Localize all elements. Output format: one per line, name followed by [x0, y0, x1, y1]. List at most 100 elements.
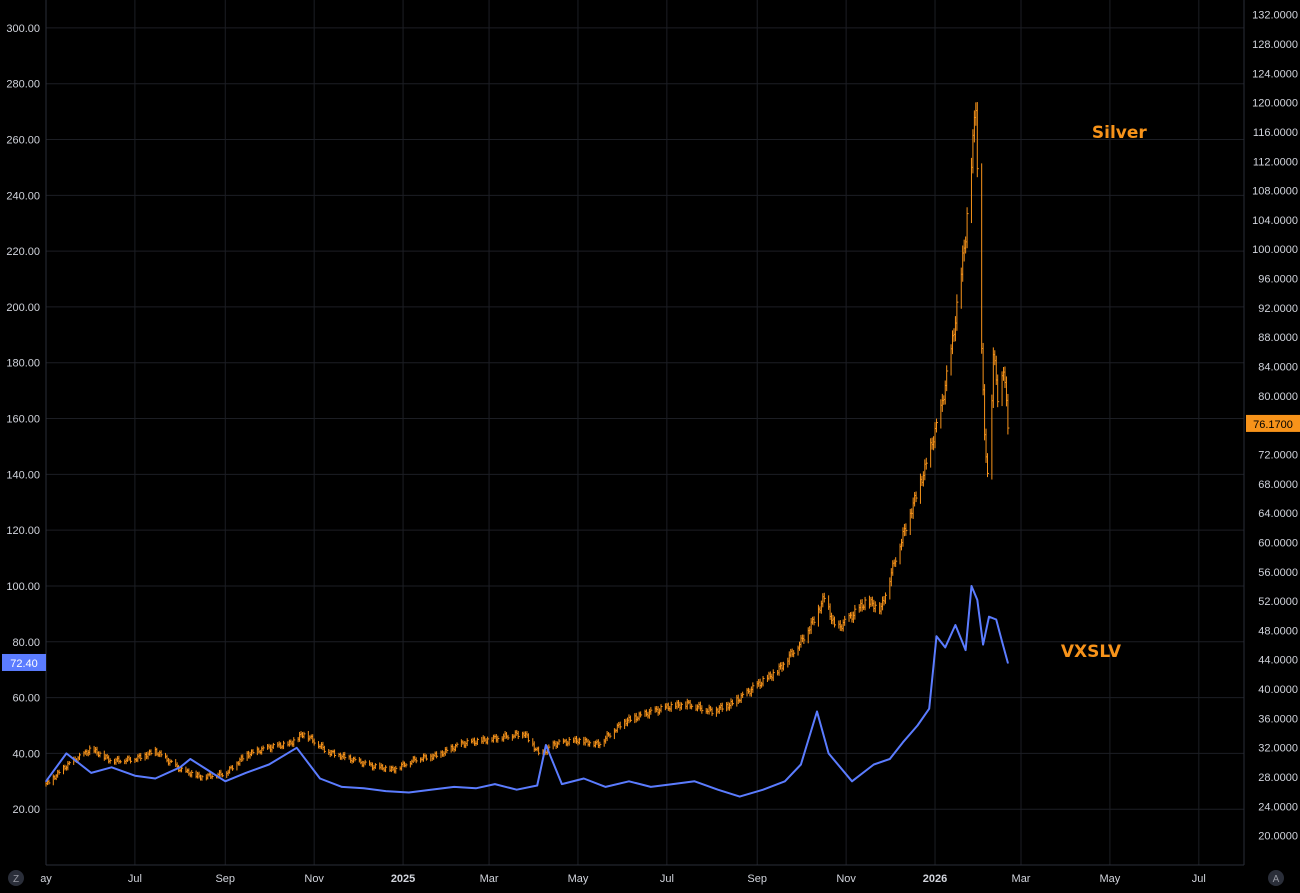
right-tick-label: 124.0000	[1252, 68, 1298, 80]
right-tick-label: 60.0000	[1258, 537, 1298, 549]
right-tick-label: 96.0000	[1258, 274, 1298, 286]
vxslv-annotation: VXSLV	[1061, 642, 1122, 662]
time-tick-label: Mar	[480, 873, 499, 885]
vxslv-point	[90, 772, 92, 774]
silver-series[interactable]	[45, 102, 1010, 787]
right-tick-label: 36.0000	[1258, 713, 1298, 725]
right-tick-label: 116.0000	[1253, 127, 1298, 139]
right-tick-label: 88.0000	[1258, 332, 1298, 344]
left-tick-label: 120.00	[6, 525, 40, 537]
vxslv-point	[341, 786, 343, 788]
vxslv-point	[179, 766, 181, 769]
left-axis-ticks[interactable]: 300.00 280.00 260.00 240.00 220.00 200.00 180.…	[6, 23, 40, 816]
vxslv-point	[738, 795, 741, 798]
right-tick-label: 112.0000	[1253, 156, 1298, 168]
right-tick-label: 24.0000	[1258, 801, 1298, 813]
vxslv-point	[206, 769, 209, 771]
right-tick-label: 120.0000	[1252, 98, 1298, 110]
vxslv-point	[954, 624, 957, 626]
time-tick-label: May	[1100, 873, 1121, 885]
right-tick-label: 72.0000	[1258, 449, 1298, 461]
right-tick-label: 92.0000	[1258, 303, 1298, 315]
right-tick-label: 52.0000	[1258, 596, 1298, 608]
vxslv-point	[319, 777, 321, 780]
vxslv-point	[944, 646, 947, 649]
vxslv-point	[582, 777, 585, 780]
left-tick-label: 20.00	[12, 804, 40, 816]
time-tick-label: Nov	[836, 873, 856, 885]
vxslv-point	[995, 618, 998, 621]
vxslv-point	[1001, 640, 1003, 643]
vxslv-point	[964, 649, 967, 651]
vxslv-point	[515, 788, 518, 791]
vxslv-point	[1007, 662, 1009, 664]
vxslv-point	[561, 783, 563, 785]
right-tick-label: 28.0000	[1258, 772, 1298, 784]
left-tick-label: 200.00	[6, 302, 40, 314]
left-tick-label: 160.00	[6, 414, 40, 426]
vxslv-point	[717, 788, 719, 791]
vxslv-point	[827, 752, 830, 755]
right-tick-label: 44.0000	[1258, 655, 1298, 667]
right-tick-label: 56.0000	[1258, 567, 1298, 579]
left-tick-label: 60.00	[12, 693, 40, 705]
vxslv-point	[154, 777, 157, 780]
auto-scale-right-label: A	[1273, 874, 1280, 885]
right-tick-label: 104.0000	[1252, 215, 1298, 227]
vxslv-point	[224, 780, 227, 783]
right-tick-label: 100.0000	[1252, 244, 1298, 256]
right-tick-label: 84.0000	[1258, 362, 1298, 374]
vxslv-point	[408, 791, 410, 794]
vxslv-point	[800, 763, 802, 766]
vxslv-point	[873, 763, 875, 766]
vxslv-point	[988, 615, 990, 618]
vxslv-point	[816, 710, 818, 713]
time-tick-label: Jul	[660, 873, 674, 885]
vxslv-point	[762, 788, 764, 791]
right-tick-label: 20.0000	[1258, 831, 1298, 843]
vxslv-point	[671, 783, 674, 785]
vxslv-point	[110, 766, 113, 769]
price-tags: 72.40 76.1700	[2, 414, 1300, 671]
vxslv-point	[429, 788, 432, 791]
left-tick-label: 40.00	[12, 748, 40, 760]
vxslv-point	[916, 724, 919, 727]
time-tick-label: 2025	[391, 873, 415, 885]
time-tick-label: Mar	[1012, 873, 1031, 885]
time-tick-label: Jul	[128, 873, 142, 885]
left-tick-label: 280.00	[6, 79, 40, 91]
auto-scale-right-button[interactable]: A	[1268, 870, 1284, 886]
time-tick-label: Sep	[215, 873, 235, 885]
time-tick-label: Nov	[304, 873, 324, 885]
vxslv-point	[475, 787, 477, 790]
vxslv-point	[45, 780, 47, 783]
vxslv-point	[902, 741, 904, 744]
right-tick-label: 108.0000	[1252, 186, 1298, 198]
left-tick-label: 260.00	[6, 135, 40, 147]
vxslv-point	[536, 784, 538, 787]
vxslv-point	[295, 747, 298, 749]
vxslv-point	[384, 790, 387, 792]
vxslv-point	[784, 780, 786, 783]
auto-scale-left-button[interactable]: Z	[8, 870, 24, 886]
vxslv-point	[604, 786, 607, 788]
vxslv-point	[935, 635, 938, 637]
vxslv-point	[970, 585, 973, 587]
vxslv-point	[693, 780, 696, 783]
time-tick-label: ay	[40, 873, 52, 885]
vxslv-point	[268, 763, 270, 766]
right-tick-label: 128.0000	[1252, 39, 1298, 51]
time-axis-ticks[interactable]: ay Jul Sep Nov 2025 Mar May Jul Sep Nov 2026 Mar May…	[40, 873, 1206, 885]
left-tick-label: 240.00	[6, 190, 40, 202]
right-tick-label: 80.0000	[1258, 391, 1298, 403]
left-tick-label: 180.00	[6, 358, 40, 370]
left-tick-label: 300.00	[6, 23, 40, 35]
left-tick-label: 80.00	[12, 637, 40, 649]
series-labels: Silver VXSLV	[1061, 123, 1148, 662]
vxslv-point	[189, 758, 192, 760]
vxslv-line[interactable]	[45, 585, 1009, 798]
plot-area[interactable]	[45, 102, 1010, 798]
silver-last-value: 76.1700	[1253, 419, 1293, 431]
